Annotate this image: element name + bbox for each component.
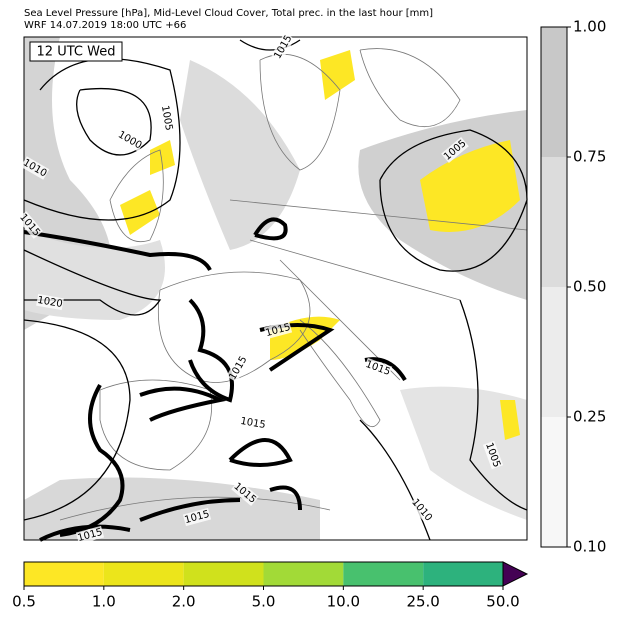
- cloud-band: [541, 417, 567, 547]
- tick-label: 2.0: [172, 593, 196, 611]
- precip-band: [103, 562, 184, 586]
- map: 12 UTC Wed: [23, 36, 528, 542]
- label-bg: [158, 104, 176, 132]
- label-bg: [231, 480, 259, 506]
- tick-label: 0.5: [12, 593, 36, 611]
- tick-label: 0.10: [573, 538, 606, 556]
- label-bg: [115, 128, 145, 152]
- cloud-band: [541, 27, 567, 157]
- label-bg: [226, 353, 250, 383]
- tick-label: 50.0: [486, 593, 519, 611]
- isobar-label: 1005: [159, 105, 174, 132]
- label-bg: [182, 507, 212, 527]
- extend-triangle: [502, 561, 529, 587]
- isobar-1015: [23, 217, 407, 542]
- isobar: [23, 39, 528, 541]
- precip-band: [423, 562, 503, 586]
- label-bg: [409, 496, 435, 524]
- tick-label: 0.50: [573, 278, 606, 296]
- isobar-label: 1015: [239, 416, 266, 431]
- tick-label: 10.0: [327, 593, 360, 611]
- label-bg: [441, 137, 469, 163]
- tick-label: 0.75: [573, 148, 606, 166]
- cloud: [400, 386, 527, 520]
- label-bg: [263, 320, 293, 340]
- tick-label: 1.0: [92, 593, 116, 611]
- cloud-colorbar: 0.10 0.25 0.50 0.75 1.00: [540, 18, 606, 556]
- cloud-band: [541, 157, 567, 287]
- label-bg: [75, 525, 105, 545]
- label-bg: [271, 32, 295, 62]
- label-bg: [20, 156, 50, 180]
- tick-label: 0.25: [573, 408, 606, 426]
- cloud: [180, 60, 300, 250]
- label-bg: [482, 440, 504, 470]
- tick-label: 1.00: [573, 18, 606, 36]
- tick-label: 25.0: [406, 593, 439, 611]
- time-label: 12 UTC Wed: [37, 45, 116, 60]
- label-bg: [36, 293, 64, 311]
- title: Sea Level Pressure [hPa], Mid-Level Clou…: [24, 8, 433, 19]
- precip-colorbar: 0.5 1.0 2.0 5.0 10.0 25.0 50.0: [12, 561, 529, 611]
- tick-label: 5.0: [252, 593, 276, 611]
- coastline: [59, 48, 528, 521]
- precip-band: [183, 562, 264, 586]
- time-box: [29, 41, 123, 62]
- isobar-label: 1020: [36, 295, 63, 310]
- map-frame: [23, 36, 528, 541]
- precip-band: [24, 562, 104, 586]
- subtitle: WRF 14.07.2019 18:00 UTC +66: [24, 20, 186, 31]
- label-bg: [239, 414, 267, 432]
- precip-band: [343, 562, 424, 586]
- label-bg: [363, 357, 393, 379]
- precip-band: [263, 562, 344, 586]
- cloud-band: [541, 287, 567, 417]
- label-bg: [17, 211, 43, 239]
